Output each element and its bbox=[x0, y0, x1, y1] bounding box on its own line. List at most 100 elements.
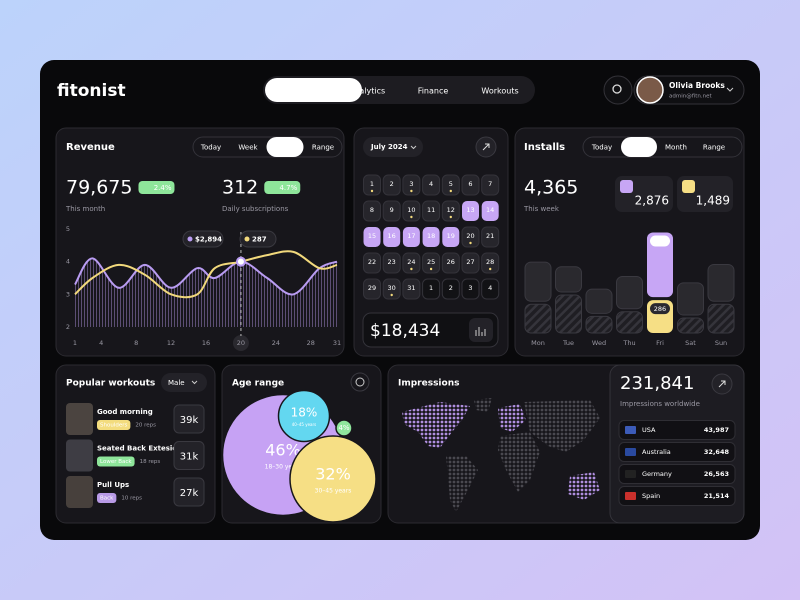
day-label: 23 bbox=[388, 258, 396, 266]
day-cell[interactable] bbox=[363, 252, 381, 274]
day-cell[interactable] bbox=[422, 174, 441, 196]
day-cell[interactable] bbox=[461, 226, 480, 248]
country-name: USA bbox=[642, 426, 656, 434]
x-tick-label: 1 bbox=[73, 339, 77, 347]
workout-thumb[interactable] bbox=[66, 403, 93, 435]
day-label: 26 bbox=[447, 258, 455, 266]
card-title: Popular workouts bbox=[66, 379, 155, 389]
day-cell[interactable] bbox=[422, 227, 440, 247]
tab[interactable]: Week bbox=[238, 144, 258, 152]
day-cell[interactable] bbox=[481, 252, 500, 274]
day-label: 31 bbox=[407, 284, 415, 292]
age-caption: 40–45 years bbox=[292, 422, 316, 427]
day-label: 1 bbox=[429, 284, 433, 292]
day-cell[interactable] bbox=[441, 174, 460, 196]
tab[interactable]: Range bbox=[703, 144, 725, 152]
flag bbox=[625, 492, 636, 500]
day-cell[interactable] bbox=[442, 227, 460, 247]
day-cell[interactable] bbox=[422, 278, 441, 300]
search-button[interactable] bbox=[603, 75, 633, 105]
day-cell[interactable] bbox=[481, 226, 500, 248]
day-marker bbox=[429, 267, 433, 271]
tab[interactable]: Today bbox=[200, 144, 221, 152]
day-cell[interactable] bbox=[461, 252, 480, 274]
arrow-icon bbox=[482, 143, 490, 151]
day-label: 7 bbox=[488, 180, 492, 188]
day-cell[interactable] bbox=[461, 174, 480, 196]
bar-segment bbox=[647, 232, 673, 298]
nav-item[interactable]: Overview bbox=[294, 87, 332, 96]
tab[interactable]: Today bbox=[591, 144, 612, 152]
day-cell[interactable] bbox=[461, 278, 480, 300]
nav-item[interactable]: Analytics bbox=[349, 87, 385, 96]
nav-item[interactable]: Finance bbox=[418, 87, 449, 96]
day-label: 13 bbox=[466, 206, 474, 214]
day-label: 2 bbox=[449, 284, 453, 292]
day-cell[interactable] bbox=[441, 200, 460, 222]
tab[interactable]: Week bbox=[629, 144, 649, 152]
day-cell[interactable] bbox=[402, 200, 421, 222]
y-tick-label: 2 bbox=[66, 323, 70, 331]
day-cell[interactable] bbox=[363, 278, 381, 300]
day-label: 16 bbox=[388, 232, 396, 240]
day-cell[interactable] bbox=[462, 201, 479, 221]
user-email: admin@fitn.net bbox=[669, 94, 712, 100]
brand: fitonist bbox=[57, 81, 126, 101]
day-label: 5 bbox=[449, 180, 453, 188]
country-row bbox=[618, 442, 736, 462]
country-row bbox=[618, 464, 736, 484]
x-tick-label: Sun bbox=[715, 339, 727, 347]
tab[interactable]: Month bbox=[665, 144, 687, 152]
workout-reps: 10 reps bbox=[121, 496, 142, 502]
day-cell[interactable] bbox=[363, 200, 381, 222]
workout-reps: 20 reps bbox=[135, 423, 156, 429]
chart-button[interactable] bbox=[469, 318, 493, 342]
month-picker[interactable] bbox=[363, 137, 423, 157]
day-cell[interactable] bbox=[382, 200, 401, 222]
day-cell[interactable] bbox=[481, 201, 499, 221]
country-value: 26,563 bbox=[704, 470, 729, 478]
day-cell[interactable] bbox=[441, 252, 460, 274]
x-tick-label: 20 bbox=[237, 339, 245, 347]
day-cell[interactable] bbox=[422, 200, 441, 222]
day-cell[interactable] bbox=[363, 227, 381, 247]
day-cell[interactable] bbox=[402, 252, 421, 274]
tab[interactable]: Month bbox=[274, 144, 296, 152]
day-cell[interactable] bbox=[383, 227, 401, 247]
age-bubble bbox=[289, 435, 377, 523]
day-label: 30 bbox=[388, 284, 396, 292]
day-label: 18 bbox=[427, 232, 435, 240]
day-cell[interactable] bbox=[402, 227, 420, 247]
platform-icon bbox=[620, 180, 633, 193]
bar-segment bbox=[707, 303, 735, 334]
day-label: 20 bbox=[466, 232, 474, 240]
tab[interactable]: Range bbox=[312, 144, 334, 152]
day-label: 14 bbox=[486, 206, 494, 214]
line bbox=[74, 250, 338, 299]
day-cell[interactable] bbox=[441, 278, 460, 300]
info-button[interactable] bbox=[350, 372, 370, 392]
day-cell[interactable] bbox=[422, 252, 441, 274]
day-cell[interactable] bbox=[481, 278, 500, 300]
bar-segment bbox=[555, 294, 582, 334]
day-label: 21 bbox=[486, 232, 494, 240]
day-cell[interactable] bbox=[402, 278, 421, 300]
nav-item[interactable]: Workouts bbox=[481, 87, 518, 96]
day-cell[interactable] bbox=[363, 174, 381, 196]
workout-thumb[interactable] bbox=[66, 476, 93, 508]
y-tick-label: 3 bbox=[66, 290, 70, 298]
age-value: 46% bbox=[265, 441, 301, 460]
day-label: 29 bbox=[368, 284, 376, 292]
day-cell[interactable] bbox=[382, 252, 401, 274]
age-value: 4% bbox=[338, 424, 349, 432]
day-cell[interactable] bbox=[382, 174, 401, 196]
day-label: 10 bbox=[407, 206, 415, 214]
day-cell[interactable] bbox=[402, 174, 421, 196]
impressions-caption: Impressions worldwide bbox=[620, 400, 700, 408]
x-tick-label: Tue bbox=[562, 339, 574, 347]
value-badge bbox=[650, 235, 670, 247]
workout-thumb[interactable] bbox=[66, 439, 93, 472]
filter[interactable] bbox=[161, 373, 207, 392]
day-cell[interactable] bbox=[382, 278, 401, 300]
day-cell[interactable] bbox=[481, 174, 500, 196]
